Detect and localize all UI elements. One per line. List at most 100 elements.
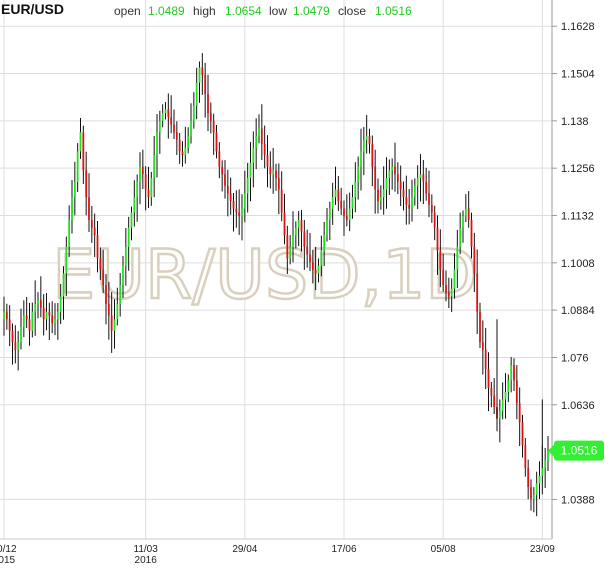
ohlc-bar <box>303 219 306 270</box>
bar-body-up <box>252 147 255 163</box>
ohlc-bar <box>535 471 538 517</box>
bar-body-down <box>232 200 235 209</box>
y-tick-label: 1.1008 <box>561 258 595 270</box>
ohlc-bar <box>14 325 17 364</box>
bar-body-down <box>173 124 175 133</box>
ohlc-bar <box>294 221 297 249</box>
bar-body-up <box>161 113 164 121</box>
bar-body-up <box>68 220 71 247</box>
ohlc-bar <box>343 200 345 236</box>
ohlc-bar <box>462 210 464 243</box>
bar-body-down <box>399 181 402 190</box>
ohlc-bar <box>144 166 147 211</box>
ohlc-bar <box>411 179 413 222</box>
bar-body-up <box>411 197 413 209</box>
bar-body-down <box>368 136 371 144</box>
ohlc-bar <box>544 447 547 488</box>
bar-body-down <box>479 311 481 343</box>
ohlc-bar <box>209 102 212 134</box>
ohlc-bar <box>5 303 8 330</box>
ohlc-bar <box>153 135 156 198</box>
ohlc-bar <box>59 283 62 325</box>
bar-body-down <box>530 487 532 499</box>
bar-body-up <box>195 82 198 106</box>
bar-body-down <box>107 304 110 316</box>
ohlc-bar <box>320 235 323 277</box>
ohlc-bar <box>119 273 122 317</box>
bar-body-up <box>413 185 416 198</box>
bar-body-down <box>314 269 317 274</box>
ohlc-bar <box>425 167 428 201</box>
bar-body-down <box>175 132 178 140</box>
ohlc-bar <box>374 149 377 214</box>
bar-body-up <box>246 178 249 194</box>
bar-body-down <box>269 166 272 175</box>
ohlc-bar <box>473 232 476 293</box>
ohlc-bar <box>360 128 362 191</box>
ohlc-bar <box>241 194 243 241</box>
bar-body-down <box>93 227 96 236</box>
bar-body-up <box>56 311 59 320</box>
bar-body-up <box>538 475 541 484</box>
ohlc-bar <box>530 479 532 511</box>
bar-body-down <box>447 292 450 297</box>
ohlc-bar <box>73 161 76 216</box>
bar-body-down <box>430 204 433 213</box>
bar-body-up <box>150 178 153 198</box>
ohlc-bar <box>65 236 68 297</box>
bar-body-up <box>243 193 246 209</box>
bar-body-down <box>371 143 374 167</box>
ohlc-bar <box>90 205 93 243</box>
ohlc-bar <box>532 487 535 513</box>
bar-body-up <box>360 151 362 167</box>
ohlc-bar <box>306 229 309 268</box>
ohlc-bar <box>379 185 382 210</box>
ohlc-bar <box>139 152 141 205</box>
ohlc-bar <box>547 435 549 472</box>
ohlc-bar <box>521 414 524 458</box>
bar-body-down <box>238 212 241 217</box>
bar-body-down <box>181 151 184 156</box>
ohlc-bar <box>198 61 201 103</box>
bar-body-up <box>450 288 453 297</box>
last-price-badge: 1.0516 <box>548 440 604 461</box>
bar-body-down <box>82 132 85 171</box>
ohlc-bar <box>323 221 326 267</box>
bar-body-down <box>42 307 45 320</box>
bar-body-down <box>51 315 54 324</box>
ohlc-bar <box>286 225 289 275</box>
bar-body-down <box>102 269 105 285</box>
ohlc-bar <box>25 296 28 329</box>
ohlc-bar <box>484 327 487 389</box>
ohlc-bar <box>371 135 374 187</box>
bar-body-down <box>11 330 14 343</box>
ohlc-bar <box>147 166 150 208</box>
high-value: 1.0654 <box>225 4 262 18</box>
ohlc-bar <box>88 173 90 232</box>
ohlc-bar <box>445 270 447 302</box>
bar-body-up <box>535 483 538 495</box>
ohlc-bar <box>498 399 501 443</box>
bar-body-down <box>235 208 238 213</box>
bar-body-down <box>470 220 473 247</box>
bar-body-up <box>184 147 187 156</box>
ohlc-bar <box>99 247 102 280</box>
ohlc-bar <box>167 93 170 139</box>
bar-body-down <box>439 250 442 270</box>
bar-body-down <box>521 422 524 446</box>
bar-body-up <box>136 181 139 198</box>
bar-body-down <box>25 315 28 320</box>
bar-body-down <box>14 342 17 350</box>
bar-body-up <box>544 460 547 469</box>
bar-body-down <box>467 208 470 221</box>
bar-body-up <box>462 216 464 228</box>
bar-body-down <box>481 342 484 350</box>
bar-body-down <box>436 227 439 251</box>
bar-body-up <box>419 174 422 179</box>
bar-body-up <box>532 494 535 499</box>
ohlc-bar <box>385 157 388 209</box>
bar-body-up <box>113 319 116 331</box>
bar-body-down <box>147 189 150 198</box>
bar-body-up <box>124 246 127 266</box>
